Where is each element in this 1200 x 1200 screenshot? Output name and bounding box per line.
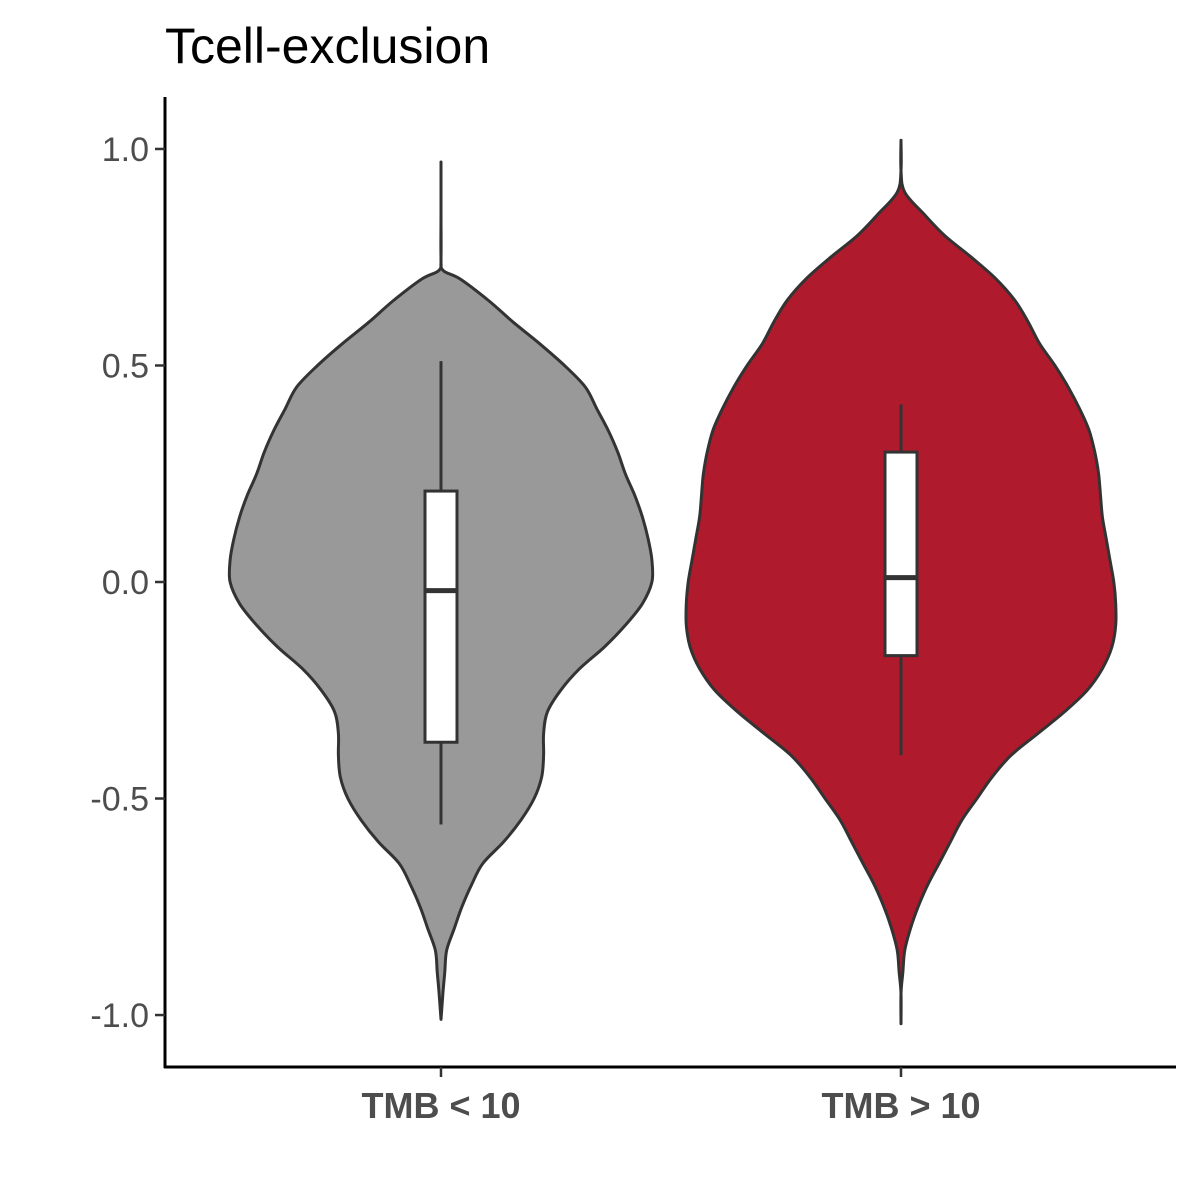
chart-title: Tcell-exclusion [165,18,490,74]
y-tick-label: -1.0 [90,997,149,1035]
x-tick-label: TMB < 10 [361,1085,520,1126]
x-axis-ticks: TMB < 10 TMB > 10 [361,1067,981,1126]
violin-group [227,160,655,1021]
violins-layer [227,138,1118,1026]
violin-group [684,138,1118,1026]
y-tick-label: 0.5 [102,347,149,385]
y-tick-label: 1.0 [102,131,149,169]
y-axis-ticks: 1.0 0.5 0.0 -0.5 -1.0 [90,131,165,1035]
y-tick-label: 0.0 [102,564,149,602]
x-tick-label: TMB > 10 [821,1085,980,1126]
box-iqr [883,450,919,658]
y-tick-label: -0.5 [90,781,149,819]
box-iqr [423,489,459,744]
